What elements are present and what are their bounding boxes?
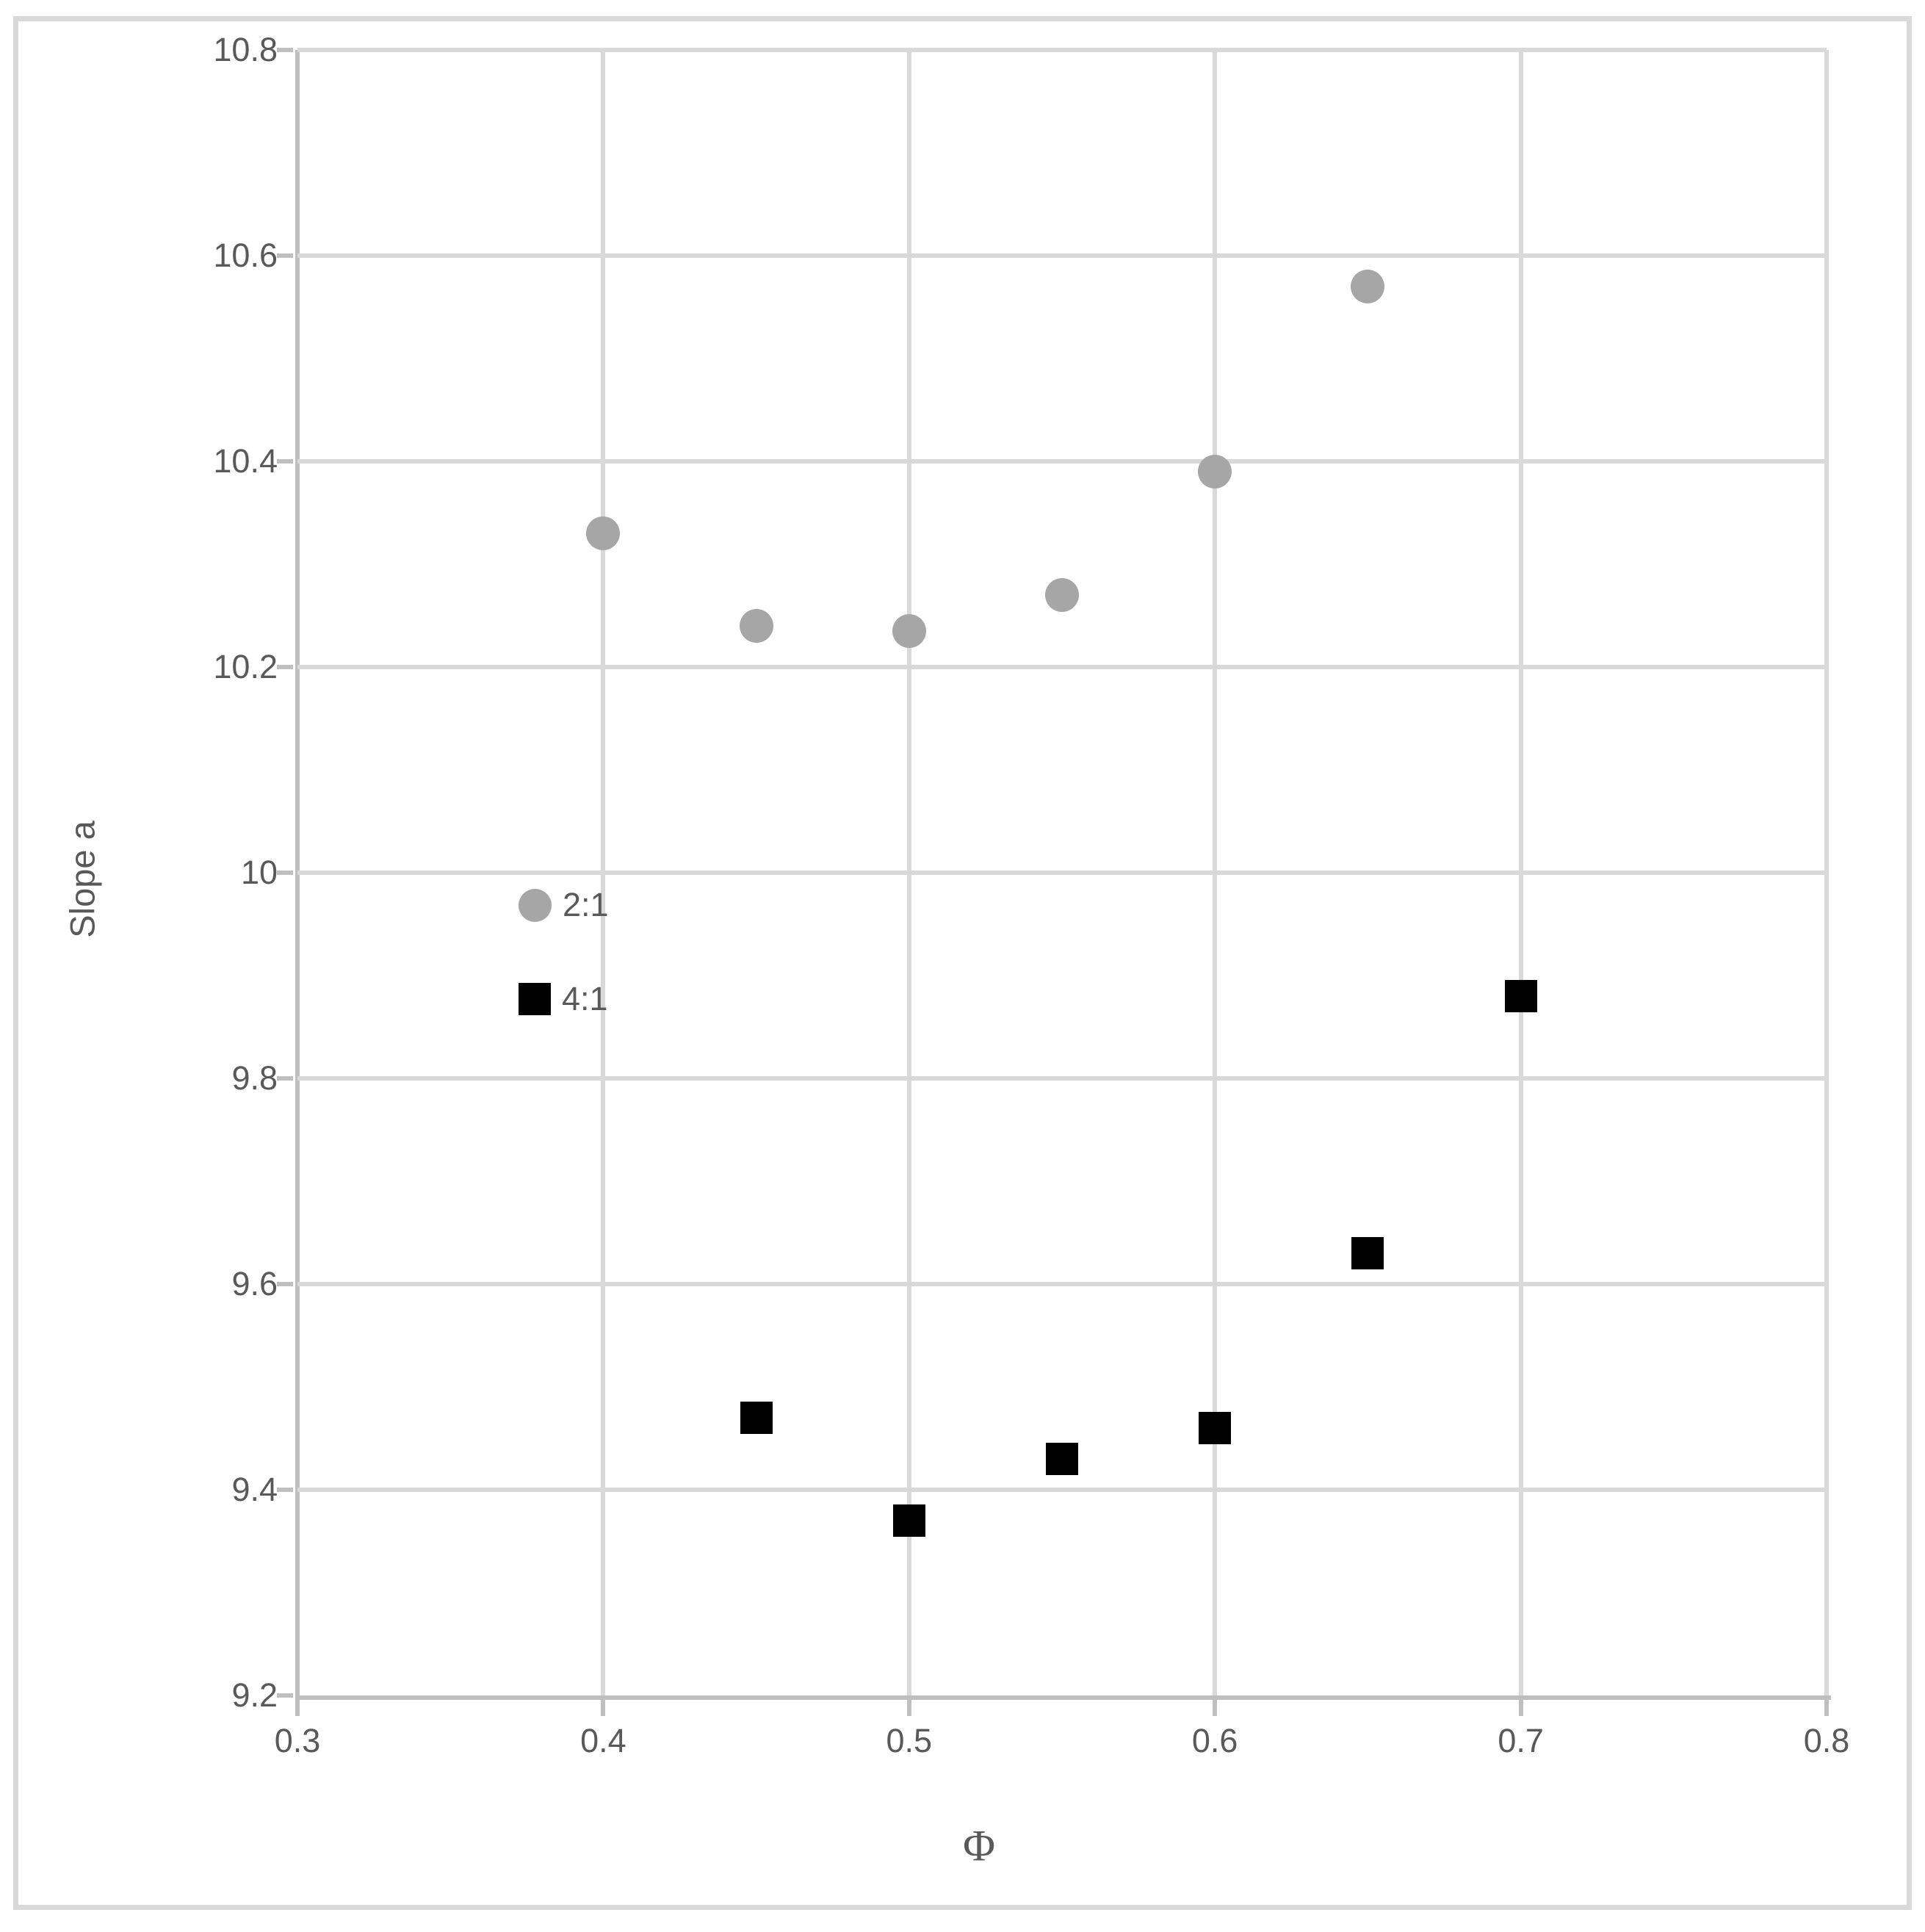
y-axis-tick bbox=[277, 1282, 293, 1286]
plot-area: 2:1 4:1 bbox=[277, 48, 1829, 1716]
figure-border bbox=[13, 16, 1912, 1910]
x-axis-title: Φ bbox=[963, 1821, 995, 1870]
data-point-2-1-4 bbox=[1198, 455, 1232, 489]
x-axis-tick bbox=[1824, 1700, 1829, 1716]
h-gridline bbox=[297, 1282, 1827, 1286]
h-gridline bbox=[297, 48, 1827, 52]
y-axis-line bbox=[295, 50, 300, 1700]
legend-item: 2:1 bbox=[519, 888, 609, 922]
x-axis-tick bbox=[295, 1700, 300, 1716]
x-axis-line bbox=[295, 1695, 1831, 1700]
data-point-4-1-1 bbox=[892, 1504, 925, 1537]
y-axis-tick bbox=[277, 253, 293, 258]
data-point-2-1-1 bbox=[739, 609, 773, 643]
legend-marker-4-1 bbox=[519, 983, 551, 1015]
legend-marker-2-1 bbox=[519, 888, 552, 922]
y-axis-tick bbox=[277, 1076, 293, 1081]
data-point-4-1-5 bbox=[1504, 980, 1537, 1012]
y-axis-tick bbox=[277, 1488, 293, 1492]
data-point-4-1-0 bbox=[740, 1402, 773, 1434]
y-axis-tick bbox=[277, 871, 293, 875]
x-axis-tick bbox=[1213, 1700, 1218, 1716]
y-tick-label: 9.6 bbox=[231, 1265, 278, 1302]
data-point-4-1-3 bbox=[1199, 1412, 1232, 1444]
x-tick-label: 0.3 bbox=[274, 1722, 321, 1759]
h-gridline bbox=[297, 1488, 1827, 1492]
y-axis-tick bbox=[277, 48, 293, 52]
x-axis-tick bbox=[906, 1700, 911, 1716]
x-axis-tick bbox=[601, 1700, 606, 1716]
legend-item: 4:1 bbox=[519, 982, 608, 1016]
data-point-2-1-3 bbox=[1045, 578, 1079, 612]
y-tick-label: 10.6 bbox=[213, 237, 278, 274]
data-point-4-1-4 bbox=[1351, 1237, 1384, 1269]
y-tick-label: 10.2 bbox=[213, 648, 278, 685]
x-tick-label: 0.7 bbox=[1498, 1722, 1544, 1759]
y-axis-tick bbox=[277, 459, 293, 464]
h-gridline bbox=[297, 871, 1827, 875]
y-tick-label: 10.8 bbox=[213, 31, 278, 68]
x-tick-label: 0.4 bbox=[580, 1722, 626, 1759]
h-gridline bbox=[297, 665, 1827, 669]
x-tick-label: 0.8 bbox=[1803, 1722, 1850, 1759]
v-gridline bbox=[1824, 50, 1829, 1695]
x-tick-label: 0.6 bbox=[1191, 1722, 1238, 1759]
h-gridline bbox=[297, 253, 1827, 258]
h-gridline bbox=[297, 459, 1827, 464]
y-tick-label: 9.8 bbox=[231, 1059, 278, 1097]
x-tick-label: 0.5 bbox=[886, 1722, 933, 1759]
data-point-2-1-0 bbox=[586, 516, 621, 550]
y-tick-label: 10.4 bbox=[213, 442, 278, 480]
data-point-2-1-5 bbox=[1351, 270, 1385, 303]
h-gridline bbox=[297, 1076, 1827, 1081]
y-tick-label: 10 bbox=[240, 854, 278, 891]
y-tick-label: 9.4 bbox=[231, 1471, 278, 1508]
data-point-2-1-2 bbox=[892, 614, 926, 648]
y-axis-tick bbox=[277, 1693, 293, 1698]
legend-label: 4:1 bbox=[562, 980, 608, 1017]
y-axis-tick bbox=[277, 665, 293, 669]
legend-label: 2:1 bbox=[563, 886, 609, 923]
y-tick-label: 9.2 bbox=[231, 1676, 278, 1714]
data-point-4-1-2 bbox=[1046, 1443, 1078, 1475]
x-axis-tick bbox=[1518, 1700, 1523, 1716]
